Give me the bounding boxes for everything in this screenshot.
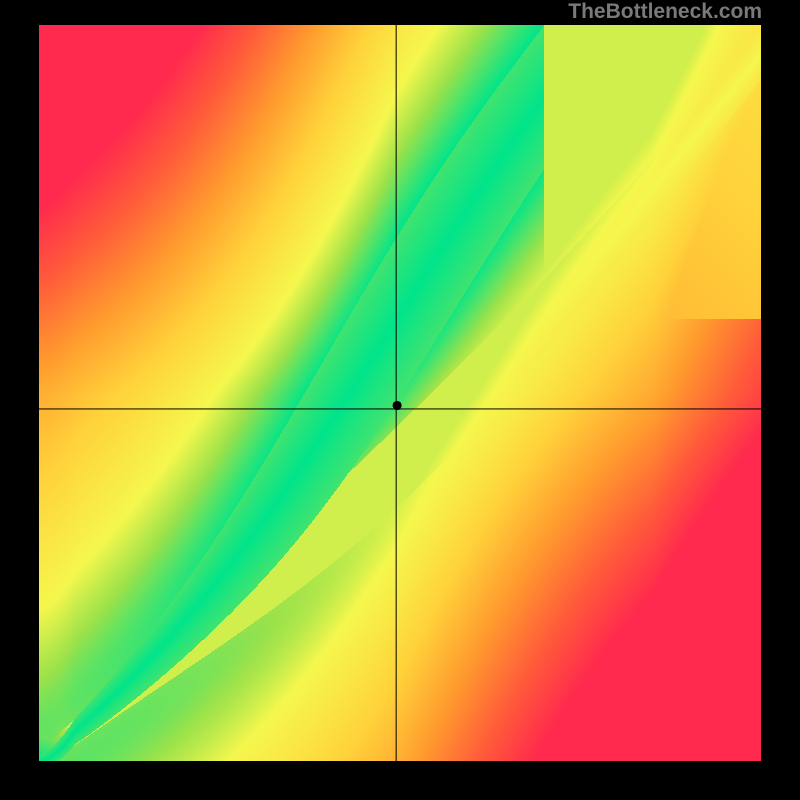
attribution-text: TheBottleneck.com [568,0,762,24]
bottleneck-heatmap [39,25,761,761]
chart-container: { "attribution": "TheBottleneck.com", "c… [0,0,800,800]
